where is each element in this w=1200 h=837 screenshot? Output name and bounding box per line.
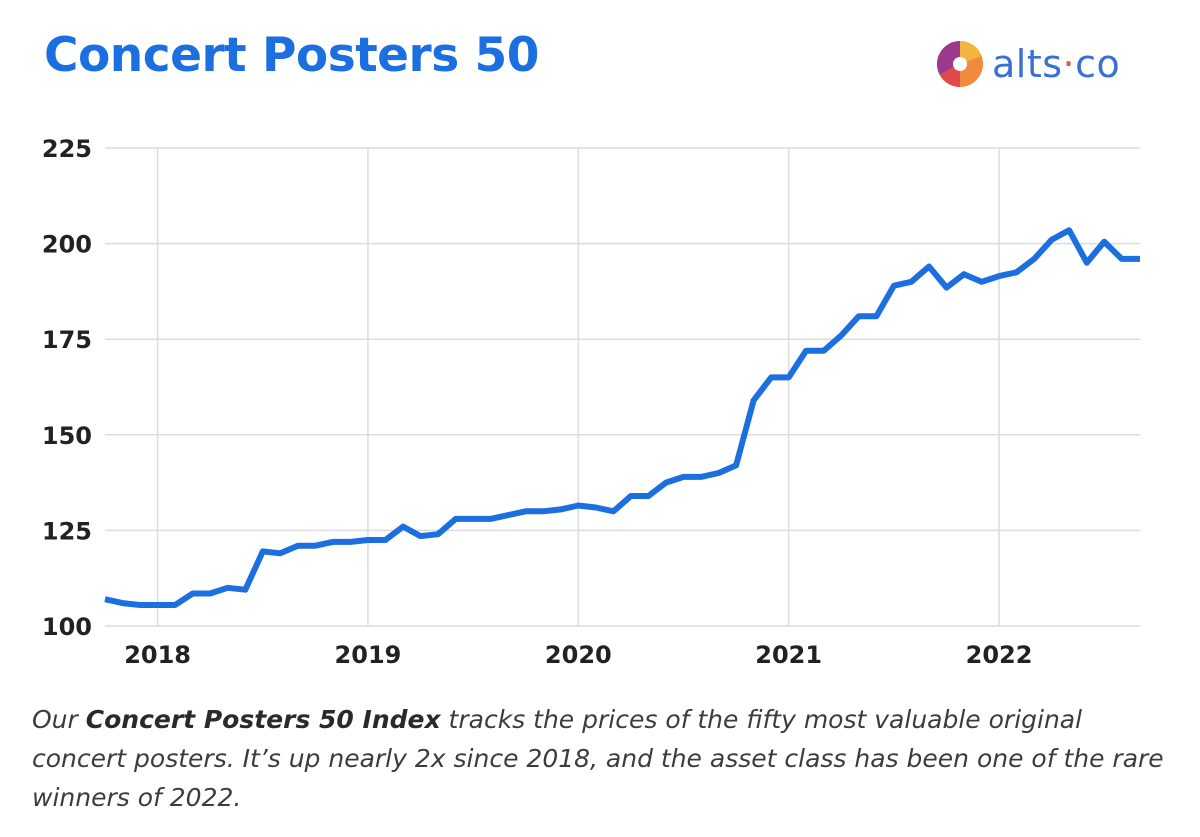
- y-tick-label: 150: [42, 422, 92, 450]
- series-lines: [104, 227, 1140, 608]
- x-tick-label: 2019: [335, 641, 402, 669]
- x-axis-tick-labels: 2018 2019 2020 2021 2022: [124, 641, 1032, 669]
- brand-name-main: alts: [992, 42, 1063, 86]
- x-tick-label: 2022: [966, 641, 1033, 669]
- x-tick-label: 2018: [124, 641, 191, 669]
- y-tick-label: 125: [42, 517, 92, 545]
- chart-title: Concert Posters 50: [44, 28, 539, 83]
- x-tick-label: 2020: [545, 641, 612, 669]
- caption-bold: Concert Posters 50 Index: [85, 705, 441, 734]
- line-chart: 100 125 150 175 200 225 2018 2019 2020 2021 2022: [42, 135, 1140, 669]
- y-axis-tick-labels: 100 125 150 175 200 225: [42, 135, 92, 641]
- y-tick-label: 225: [42, 135, 92, 163]
- pie-chart-logo-icon: [937, 40, 983, 87]
- caption-rest: tracks the prices of the fifty most valu…: [32, 705, 1164, 812]
- y-tick-label: 200: [42, 231, 92, 259]
- series-line-0: [104, 227, 1140, 608]
- caption: Our Concert Posters 50 Index tracks the …: [32, 700, 1172, 817]
- caption-prefix: Our: [32, 705, 86, 734]
- y-tick-label: 175: [42, 326, 92, 354]
- brand-dot: ·: [1062, 42, 1076, 86]
- grid-lines: [105, 147, 1140, 627]
- brand-logo: alts·co: [936, 38, 1120, 90]
- brand-name: alts·co: [992, 42, 1120, 86]
- y-tick-label: 100: [42, 613, 92, 641]
- x-tick-label: 2021: [755, 641, 822, 669]
- brand-name-suffix: co: [1075, 42, 1121, 86]
